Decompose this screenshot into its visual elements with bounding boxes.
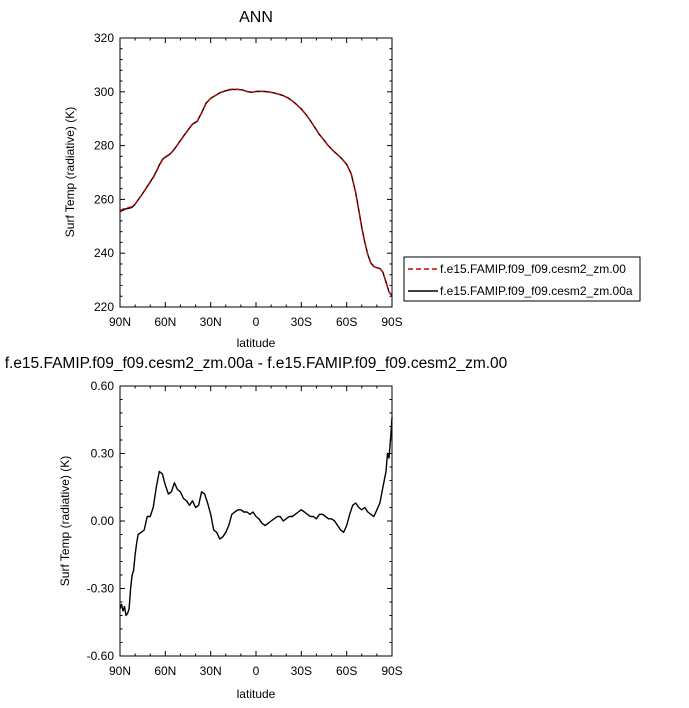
top-panel-ytick-label: 320 [94, 31, 114, 45]
legend-label-series-1: f.e15.FAMIP.f09_f09.cesm2_zm.00 [440, 262, 626, 276]
bottom-panel-xtick-label: 90S [381, 664, 402, 678]
top-panel-xtick-label: 0 [253, 315, 260, 329]
bottom-panel-series [119, 417, 393, 617]
bottom-panel-xtick-label: 0 [253, 664, 260, 678]
top-panel: ANN Surf Temp (radiative) (K) latitude 9… [63, 9, 403, 350]
bottom-panel-xtick-label: 90N [109, 664, 131, 678]
bottom-panel-ytick-label: -0.30 [87, 582, 115, 596]
top-panel-xtick-label: 60N [154, 315, 176, 329]
bottom-panel-xtick-label: 60S [336, 664, 357, 678]
bottom-panel-xlabel: latitude [237, 687, 276, 701]
bottom-panel-ylabel: Surf Temp (radiative) (K) [58, 456, 72, 586]
bottom-panel-xtick-label: 60N [154, 664, 176, 678]
top-panel-xtick-label: 30N [200, 315, 222, 329]
top-panel-series [119, 88, 393, 297]
top-panel-ylabel: Surf Temp (radiative) (K) [63, 107, 77, 237]
bottom-panel-ytick-label: 0.60 [91, 379, 115, 393]
bottom-panel-ytick-label: 0.30 [91, 447, 115, 461]
bottom-panel-frame [119, 385, 393, 657]
top-panel-series-line-1 [119, 88, 393, 297]
top-panel-ytick-label: 220 [94, 300, 114, 314]
legend: f.e15.FAMIP.f09_f09.cesm2_zm.00 f.e15.FA… [403, 256, 641, 302]
top-panel-axes: 90N 60N 30N 0 30S 60S 90S 220 240 260 280 300 320 [94, 31, 403, 329]
top-panel-xlabel: latitude [237, 336, 276, 350]
bottom-panel-title: f.e15.FAMIP.f09_f09.cesm2_zm.00a - f.e15… [5, 355, 508, 372]
top-panel-ytick-label: 280 [94, 139, 114, 153]
top-panel-frame [119, 37, 393, 308]
top-panel-xtick-label: 90S [381, 315, 402, 329]
bottom-panel-ytick-label: -0.60 [87, 649, 115, 663]
bottom-panel-axes: 90N 60N 30N 0 30S 60S 90S -0.60 -0.30 0.00 0.30 0.6… [87, 379, 403, 678]
top-panel-ytick-label: 260 [94, 192, 114, 206]
legend-box [403, 256, 641, 302]
bottom-panel: f.e15.FAMIP.f09_f09.cesm2_zm.00a - f.e15… [5, 355, 508, 701]
top-panel-xtick-label: 30S [291, 315, 312, 329]
top-panel-ytick-label: 240 [94, 246, 114, 260]
top-panel-xtick-label: 90N [109, 315, 131, 329]
top-panel-title: ANN [239, 9, 273, 26]
bottom-panel-series-line-1 [119, 417, 393, 617]
legend-label-series-2: f.e15.FAMIP.f09_f09.cesm2_zm.00a [440, 284, 633, 298]
top-panel-series-line-2 [119, 88, 393, 296]
bottom-panel-xtick-label: 30S [291, 664, 312, 678]
bottom-panel-xtick-label: 30N [200, 664, 222, 678]
top-panel-ytick-label: 300 [94, 85, 114, 99]
top-panel-xtick-label: 60S [336, 315, 357, 329]
bottom-panel-ytick-label: 0.00 [91, 514, 115, 528]
